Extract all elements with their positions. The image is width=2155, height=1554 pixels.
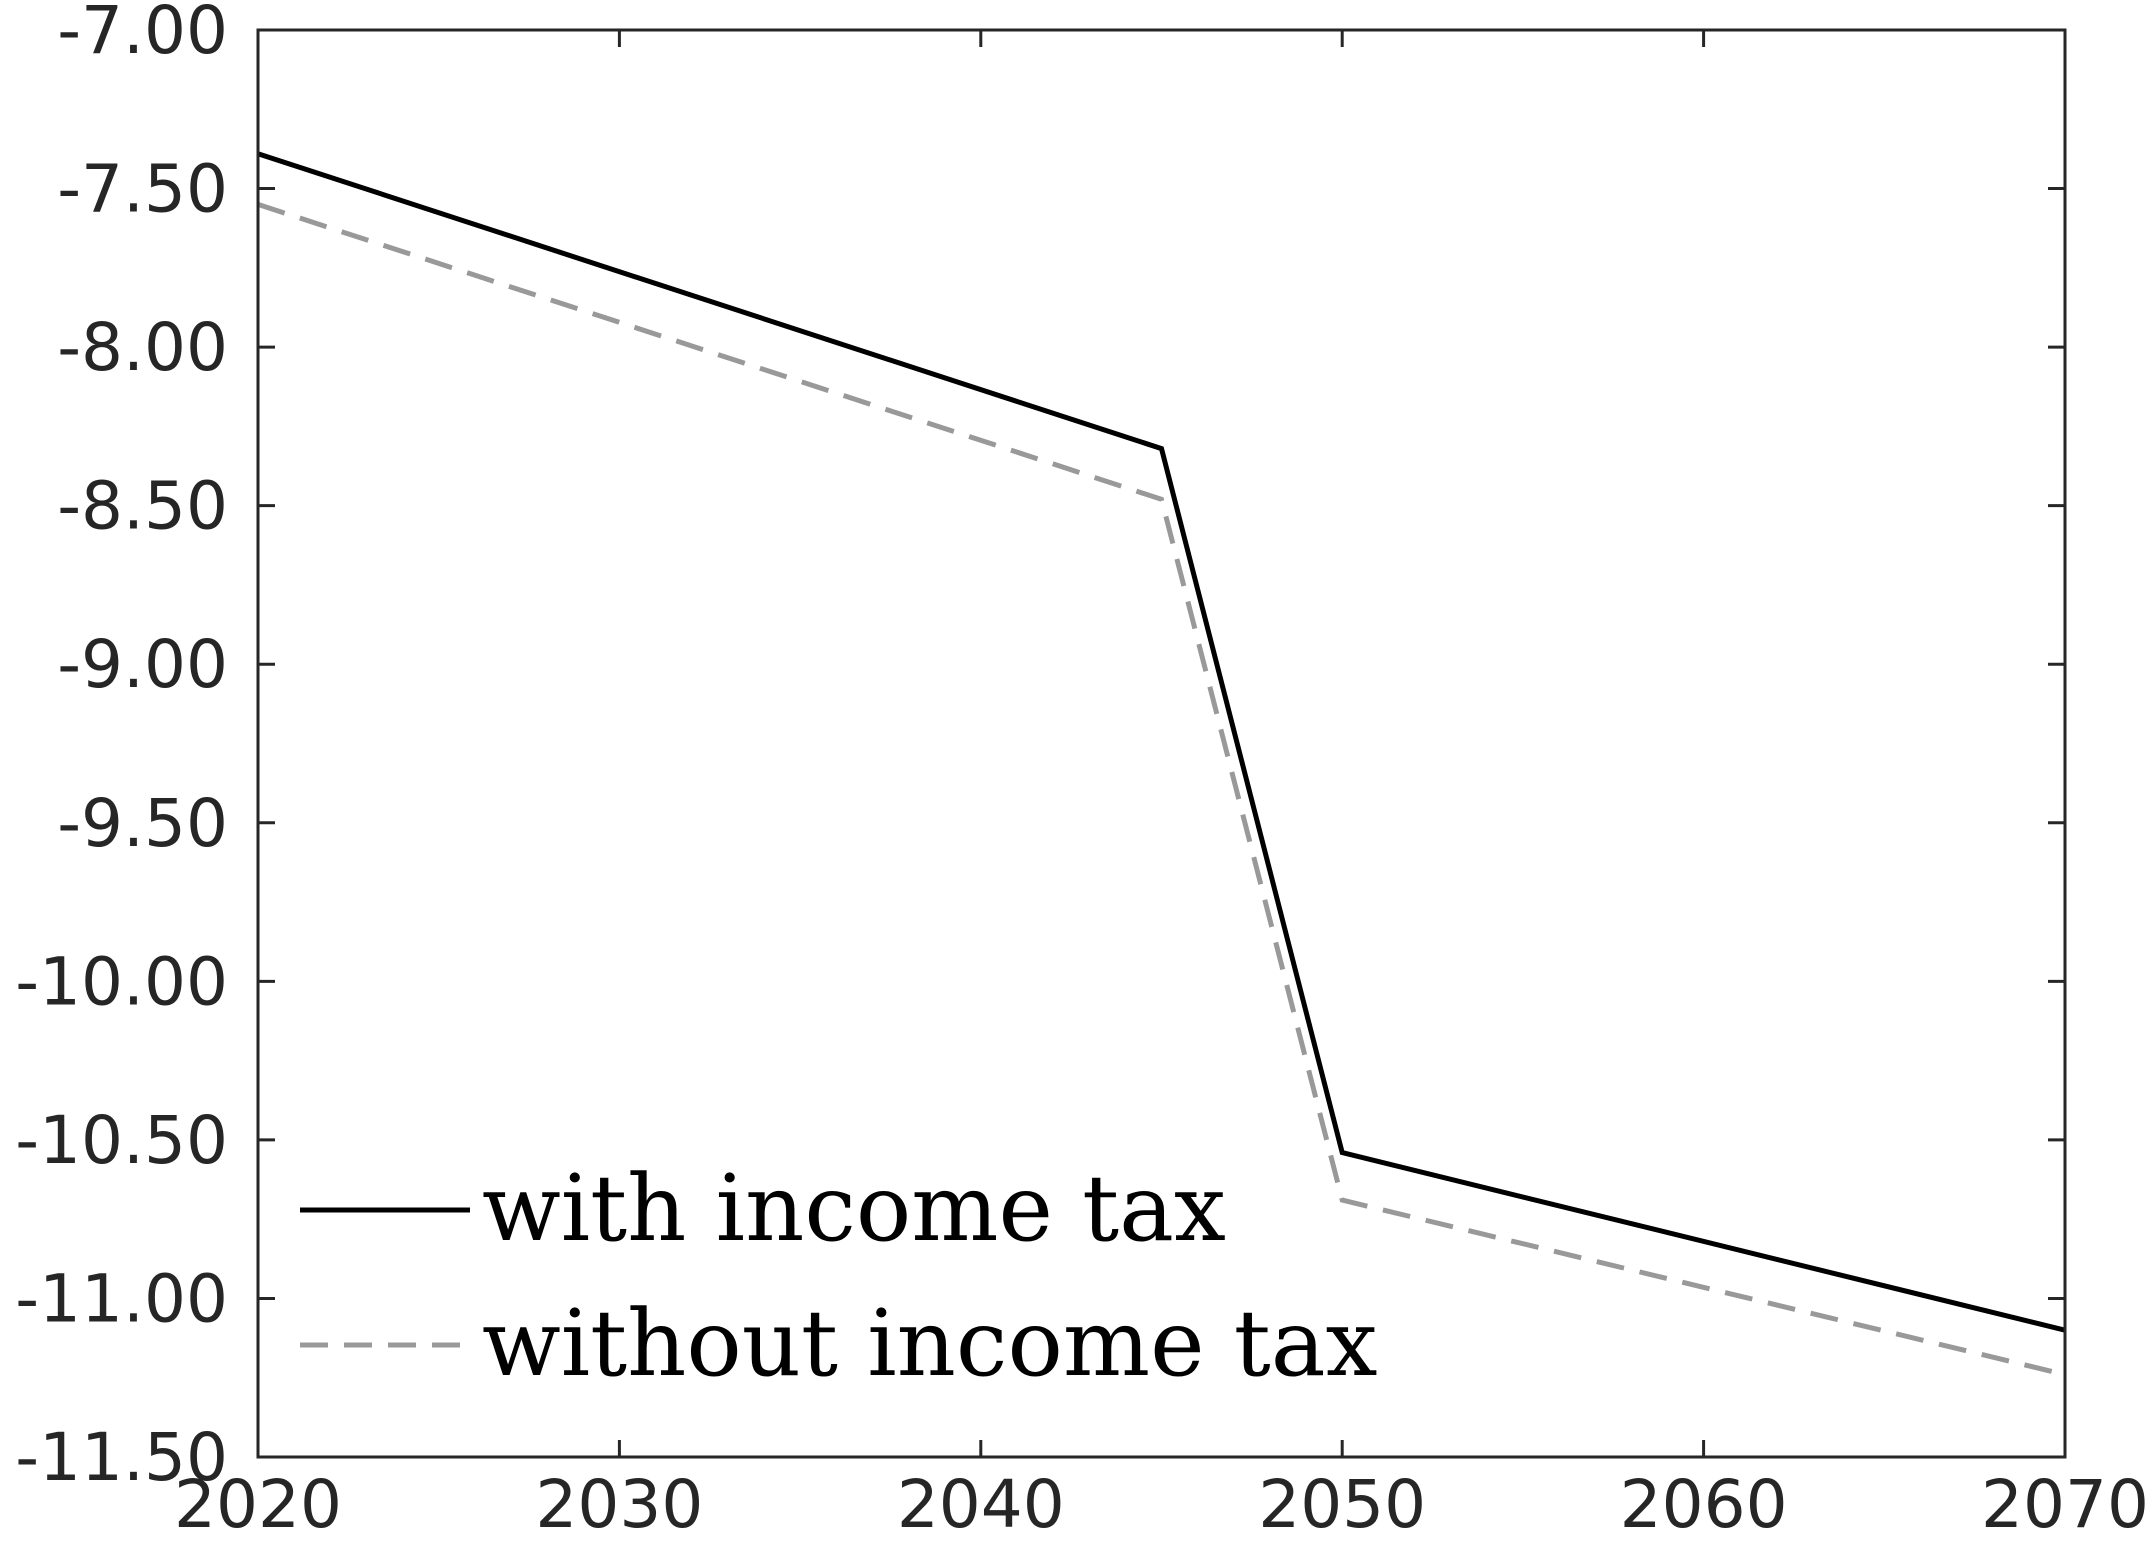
x-tick-label: 2070 <box>1981 1466 2149 1543</box>
y-tick-label: -7.00 <box>57 0 228 69</box>
series-layer <box>257 151 2066 1378</box>
legend-label-2: without income tax <box>482 1290 1377 1397</box>
y-tick-label: -8.00 <box>57 309 228 386</box>
y-tick-label: -10.50 <box>15 1102 228 1179</box>
series-line-2 <box>257 202 2066 1378</box>
legend-label-1: with income tax <box>482 1155 1226 1262</box>
x-tick-label: 2020 <box>174 1466 342 1543</box>
x-tick-label: 2060 <box>1620 1466 1788 1543</box>
series-line-1 <box>257 151 2066 1333</box>
y-tick-label: -9.50 <box>57 785 228 862</box>
plot-background <box>258 30 2065 1457</box>
x-tick-label: 2040 <box>897 1466 1065 1543</box>
y-tick-label: -11.00 <box>15 1260 228 1337</box>
y-tick-label: -9.00 <box>57 626 228 703</box>
y-tick-label: -10.00 <box>15 943 228 1020</box>
legend: with income tax without income tax <box>300 1155 1377 1397</box>
x-tick-label: 2050 <box>1258 1466 1426 1543</box>
y-tick-label: -11.50 <box>15 1419 228 1496</box>
y-tick-label: -8.50 <box>57 468 228 545</box>
x-tick-label: 2030 <box>535 1466 703 1543</box>
plot-frame <box>256 28 2067 1459</box>
y-tick-label: -7.50 <box>57 151 228 228</box>
tick-labels: 2020 2030 2040 2050 2060 2070 -7.00 -7.50 -8.00 -… <box>15 0 2149 1543</box>
